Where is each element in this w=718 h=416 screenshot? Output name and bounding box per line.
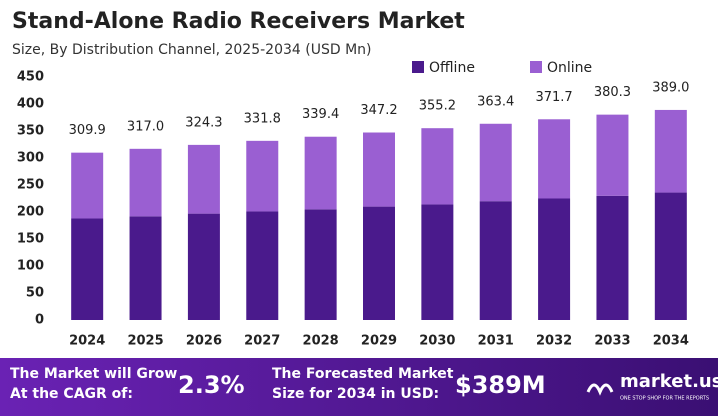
chart-title: Stand-Alone Radio Receivers Market <box>12 9 465 34</box>
y-tick-label: 450 <box>17 70 44 85</box>
y-tick-label: 50 <box>26 286 44 301</box>
bar-segment <box>304 209 337 320</box>
bar-segment <box>187 213 220 320</box>
y-tick-label: 350 <box>17 124 44 139</box>
x-tick-label: 2033 <box>594 334 630 349</box>
bar-segment <box>129 148 162 217</box>
forecast-value: $389M <box>455 371 546 399</box>
y-tick-label: 100 <box>17 259 44 274</box>
brand: market.us <box>620 371 718 392</box>
total-label: 355.2 <box>419 99 456 114</box>
bar-segment <box>654 192 687 320</box>
forecast-text: The Forecasted Market Size for 2034 in U… <box>272 366 454 402</box>
total-label: 324.3 <box>185 115 222 130</box>
cagr-text: The Market will Grow At the CAGR of: <box>10 366 178 402</box>
bar-segment <box>129 216 162 320</box>
x-tick-label: 2032 <box>536 334 572 349</box>
total-label: 389.0 <box>652 80 689 95</box>
bar-segment <box>479 123 512 202</box>
legend-label: Offline <box>429 60 475 76</box>
bar-segment <box>363 132 395 207</box>
legend-label: Online <box>547 60 592 76</box>
cagr-value: 2.3% <box>178 371 245 399</box>
x-tick-label: 2034 <box>653 334 689 349</box>
y-tick-label: 0 <box>35 313 44 328</box>
y-tick-label: 200 <box>17 205 44 220</box>
bar-segment <box>304 136 337 210</box>
bar-segment <box>479 201 512 320</box>
x-tick-label: 2025 <box>127 334 163 349</box>
bar-segment <box>654 109 687 193</box>
total-label: 339.4 <box>302 107 339 122</box>
y-tick-label: 150 <box>17 232 44 247</box>
bar-segment <box>421 128 454 205</box>
bar-segment <box>596 195 629 320</box>
bar-segment <box>538 198 571 320</box>
bar-segment <box>421 204 454 320</box>
bar-segment <box>187 144 220 214</box>
total-label: 331.8 <box>244 111 281 126</box>
y-tick-label: 400 <box>17 97 44 112</box>
x-tick-label: 2030 <box>419 334 455 349</box>
x-tick-label: 2031 <box>478 334 514 349</box>
legend-swatch <box>412 61 424 73</box>
y-tick-label: 250 <box>17 178 44 193</box>
bar-segment <box>596 114 629 196</box>
legend-swatch <box>530 61 542 73</box>
x-tick-label: 2027 <box>244 334 280 349</box>
total-label: 363.4 <box>477 94 514 109</box>
y-tick-label: 300 <box>17 151 44 166</box>
total-label: 317.0 <box>127 119 164 134</box>
bar-segment <box>71 218 104 320</box>
total-label: 380.3 <box>594 85 631 100</box>
footer-cagr: The Market will Grow At the CAGR of: <box>10 366 178 402</box>
bar-segment <box>363 206 395 320</box>
chart-subtitle: Size, By Distribution Channel, 2025-2034… <box>12 42 371 58</box>
x-tick-label: 2028 <box>303 334 339 349</box>
footer-forecast: The Forecasted Market Size for 2034 in U… <box>272 366 454 402</box>
brand-logo <box>586 383 614 396</box>
total-label: 371.7 <box>535 90 572 105</box>
bar-segment <box>538 119 571 199</box>
total-label: 347.2 <box>360 103 397 118</box>
x-tick-label: 2026 <box>186 334 222 349</box>
tagline: ONE STOP SHOP FOR THE REPORTS <box>620 396 709 402</box>
bar-segment <box>246 140 279 212</box>
x-tick-label: 2029 <box>361 334 397 349</box>
total-label: 309.9 <box>69 123 106 138</box>
x-tick-label: 2024 <box>69 334 105 349</box>
bar-segment <box>246 211 279 320</box>
bar-segment <box>71 152 104 219</box>
